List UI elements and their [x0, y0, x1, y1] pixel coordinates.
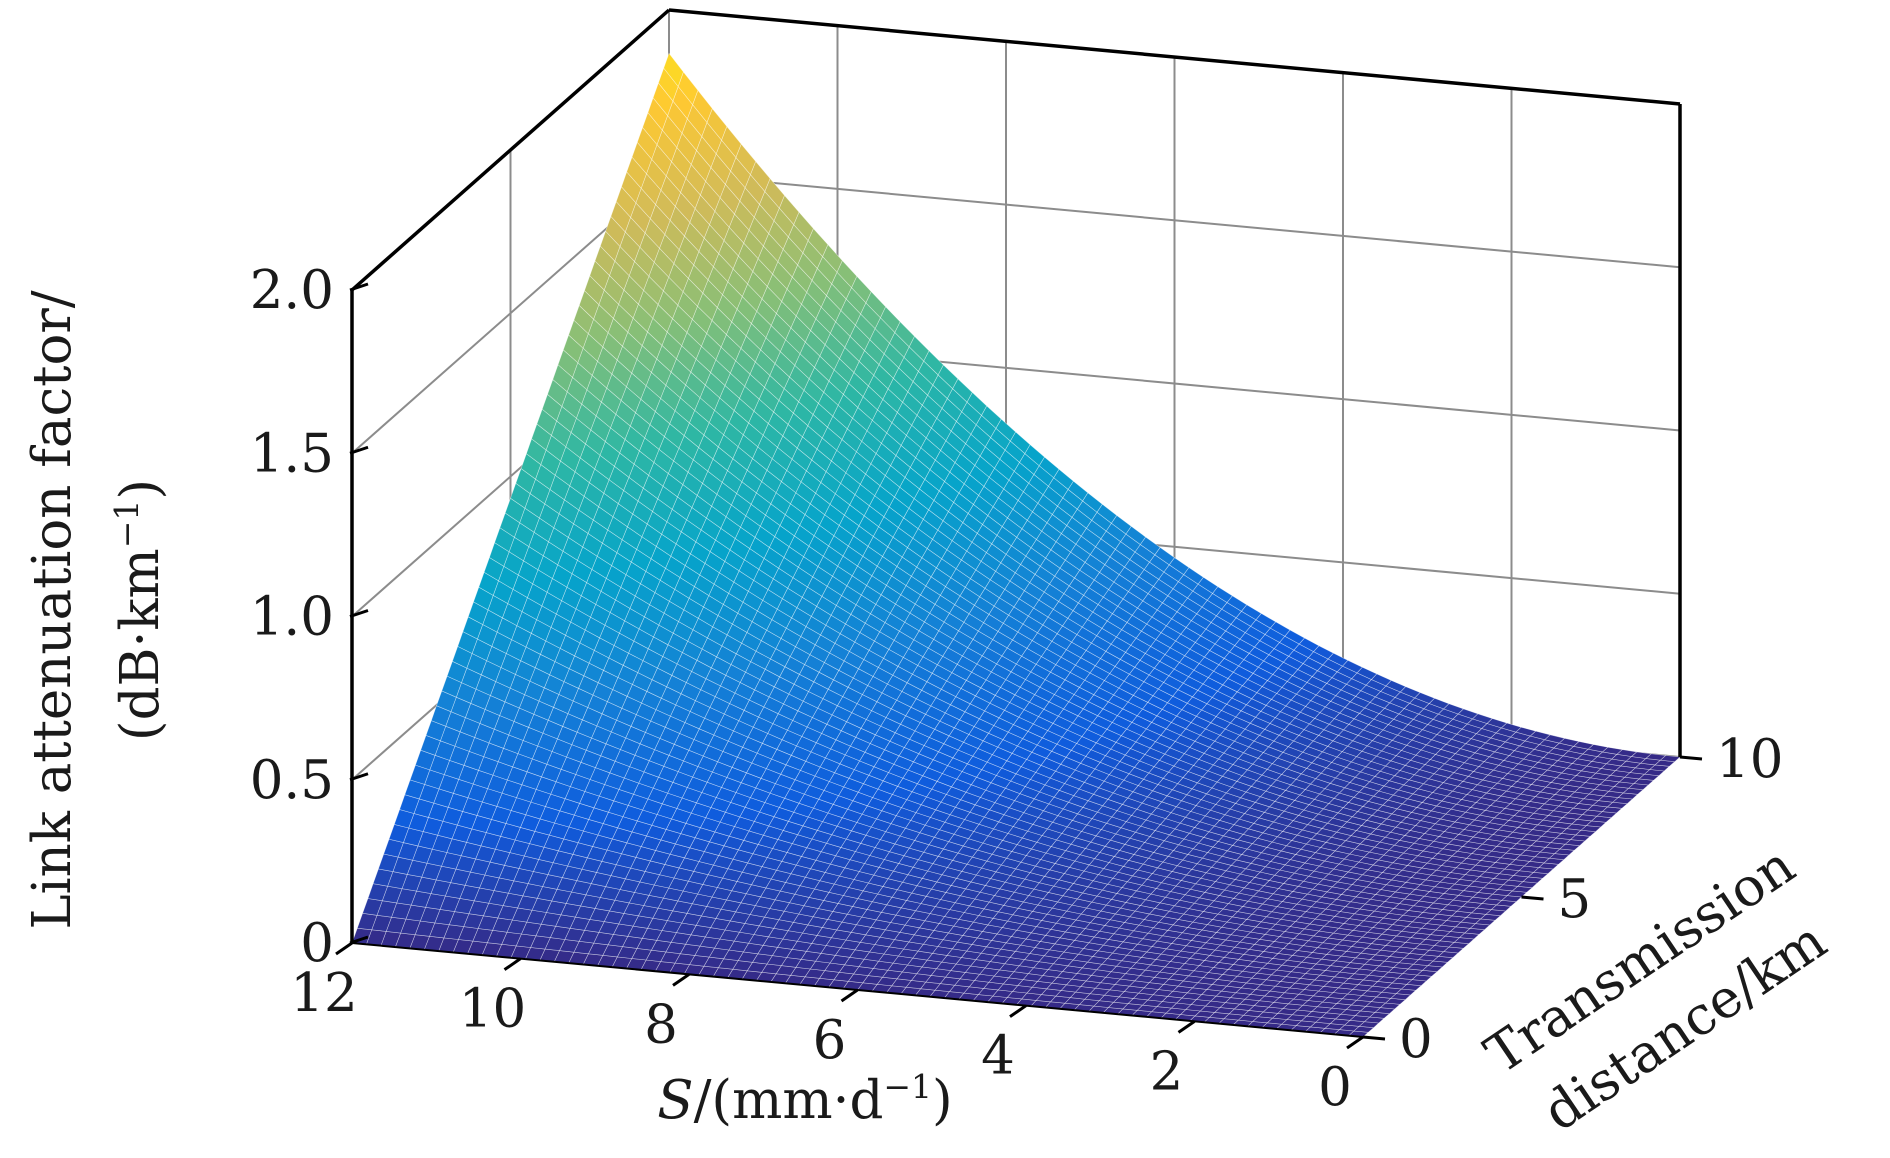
- tick-marks: [335, 282, 1703, 1050]
- z-tick-label: 2.0: [250, 260, 334, 321]
- x-tick: [1177, 1020, 1196, 1034]
- y-tick-label: 0: [1399, 1009, 1433, 1070]
- x-tick-label: 2: [1150, 1041, 1184, 1102]
- z-tick-label: 0.5: [250, 750, 334, 811]
- z-tick: [349, 609, 369, 618]
- box-edge-top-left: [350, 8, 671, 292]
- y-tick-label: 10: [1716, 729, 1783, 790]
- x-axis-unit-close: ): [932, 1070, 953, 1131]
- x-axis-unit: /(mm·d: [694, 1070, 884, 1131]
- x-axis-title: S/(mm·d−1): [657, 1067, 952, 1131]
- x-tick: [840, 988, 859, 1003]
- y-tick: [1679, 755, 1703, 761]
- x-tick: [1346, 1035, 1364, 1050]
- surface-cell: [663, 52, 684, 88]
- z-axis-title-line1: Link attenuation factor/: [22, 290, 83, 929]
- z-axis-unit-close: ): [110, 479, 171, 500]
- box-edge-top-back: [668, 8, 1681, 106]
- z-tick: [349, 282, 369, 292]
- x-tick-label: 0: [1318, 1057, 1352, 1118]
- x-tick-label: 12: [290, 963, 357, 1024]
- z-tick-label: 0: [300, 913, 334, 974]
- z-tick-label: 1.5: [250, 423, 334, 484]
- x-tick-label: 4: [981, 1026, 1015, 1087]
- x-tick: [672, 973, 690, 987]
- x-tick-label: 10: [459, 979, 526, 1040]
- y-tick-label: 5: [1558, 869, 1592, 930]
- z-axis-title-line2: (dB·km−1): [107, 479, 171, 741]
- z-tick: [349, 935, 369, 945]
- z-axis-title: Link attenuation factor/ (dB·km−1): [22, 290, 171, 929]
- z-tick-label: 1.0: [250, 587, 334, 648]
- y-tick: [1521, 895, 1544, 901]
- z-axis-unit: (dB·km: [110, 548, 171, 741]
- x-tick-label: 6: [813, 1010, 847, 1071]
- grid-line-back-z: [668, 172, 1681, 269]
- x-tick: [335, 941, 353, 956]
- z-tick: [349, 445, 369, 455]
- attenuation-surface: [351, 52, 1681, 1038]
- x-tick: [503, 957, 522, 971]
- z-axis-unit-sup: −1: [107, 500, 146, 549]
- x-axis-unit-sup: −1: [883, 1067, 932, 1106]
- y-tick: [1362, 1035, 1386, 1041]
- x-tick: [1009, 1004, 1027, 1018]
- x-tick-label: 8: [644, 994, 678, 1055]
- z-tick: [349, 772, 369, 782]
- x-axis-var: S: [657, 1070, 693, 1131]
